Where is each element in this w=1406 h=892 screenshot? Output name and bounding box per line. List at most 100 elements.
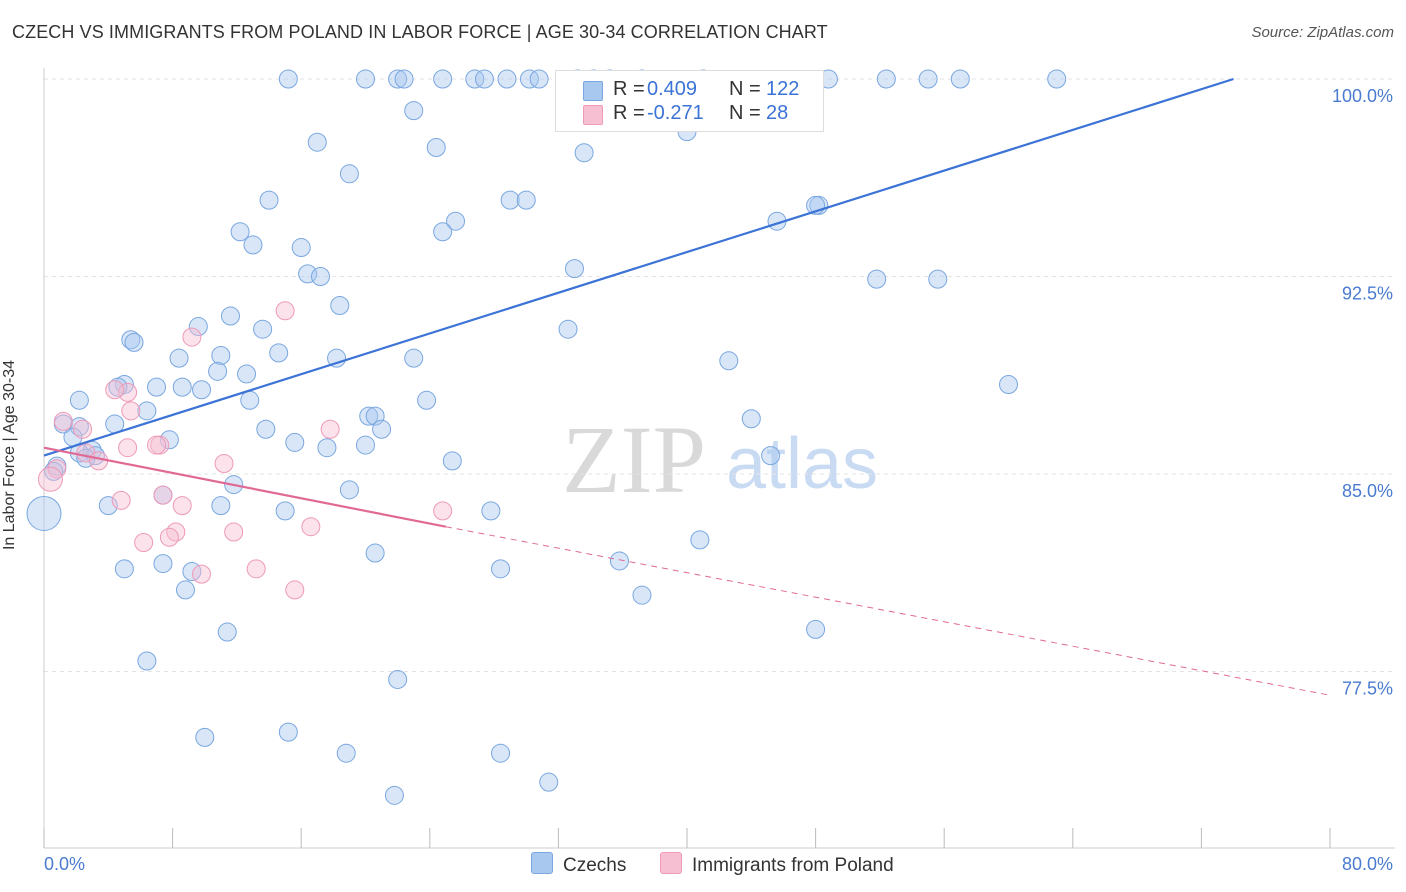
tick-labels: 77.5% 85.0% 92.5% 100.0% 0.0% 80.0% [44,86,1393,874]
czechs-point [121,330,141,350]
legend-n-value: 28 [766,102,789,124]
czechs-point [442,451,462,471]
legend-item-czechs[interactable]: Czechs [531,852,626,877]
poland-point [285,580,305,600]
poland-point [182,327,202,347]
czechs-point [491,743,511,763]
czechs-point [558,319,578,339]
czechs-point [491,559,511,579]
correlation-legend: R = 0.409 N = 122 R = -0.271 N = 28 [555,70,824,132]
legend-r-label: R = [613,78,645,100]
czechs-point [356,435,375,455]
poland-point [172,496,192,516]
czechs-points [26,69,1067,805]
legend-n-value: 122 [766,78,800,100]
czechs-point [217,622,237,642]
czechs-point [574,143,594,163]
trend-lines [43,77,1331,696]
czechs-point [188,317,208,337]
czechs-point [259,190,279,210]
poland-point [118,438,138,458]
czechs-point [124,332,144,352]
axes [43,68,1395,849]
czechs-point [339,480,359,500]
poland-point [320,419,340,439]
czechs-point [339,164,359,184]
czechs-point [609,551,629,571]
source-credit: Source: ZipAtlas.com [1251,24,1394,41]
czechs-point [147,377,167,397]
watermark-zip: ZIP [562,406,706,513]
czechs-trend-line [43,77,1234,457]
czechs-point [876,69,896,89]
legend-swatch-czechs [531,852,553,874]
czechs-point [330,295,350,315]
czechs-point [394,69,414,89]
poland-point [214,454,234,473]
poland-point [275,301,295,321]
czechs-point [529,69,549,89]
czechs-point [404,101,424,121]
legend-label-czechs: Czechs [563,855,627,876]
czechs-point [208,361,228,381]
legend-n-label: N = [729,102,761,124]
czechs-point [497,69,517,89]
czechs-point [114,559,134,579]
czechs-point [359,406,379,426]
czechs-point [269,343,289,363]
czechs-point [372,419,392,439]
czechs-point [564,259,584,279]
czechs-point [159,430,179,450]
legend-item-poland[interactable]: Immigrants from Poland [660,852,894,877]
czechs-point [291,238,311,258]
czechs-point [26,496,62,532]
czechs-point [465,69,485,89]
legend-swatch-poland [660,852,682,874]
legend-label-poland: Immigrants from Poland [692,855,894,876]
czechs-point [285,432,305,452]
czechs-point [220,306,240,326]
czechs-point [539,772,559,792]
czechs-point [230,222,250,242]
czechs-point [500,190,520,210]
czechs-point [481,501,501,521]
legend-r-value: 0.409 [647,78,698,100]
poland-point [111,490,131,510]
czechs-point [519,69,539,89]
legend-swatch-poland [583,105,603,125]
czechs-point [388,69,408,89]
czechs-point [417,390,437,410]
y-tick-label: 77.5% [1342,679,1393,699]
y-tick-label: 100.0% [1332,86,1393,106]
poland-trend-line [43,446,447,528]
czechs-point [433,69,453,89]
czechs-point [719,351,739,371]
czechs-point [388,669,408,689]
legend-r-value: -0.271 [647,102,704,124]
czechs-point [211,346,231,366]
czechs-point [867,269,887,289]
czechs-point [741,409,761,429]
czechs-point [690,530,710,550]
y-tick-label: 92.5% [1342,284,1393,304]
poland-point [73,419,93,439]
czechs-point [237,364,257,384]
czechs-point [307,132,327,152]
poland-point [53,411,73,431]
poland-point [246,559,266,579]
czechs-point [336,743,356,763]
czechs-point [108,377,128,397]
y-tick-label: 85.0% [1342,481,1393,501]
poland-trend-line-extended [445,526,1331,696]
czechs-point [169,348,189,368]
czechs-point [446,211,466,231]
legend-r-label: R = [613,102,645,124]
poland-point [134,533,154,553]
poland-point [166,522,186,542]
poland-point [153,485,173,505]
czechs-point [253,319,273,339]
czechs-point [1047,69,1067,89]
poland-points [37,301,453,600]
poland-point [433,501,453,521]
